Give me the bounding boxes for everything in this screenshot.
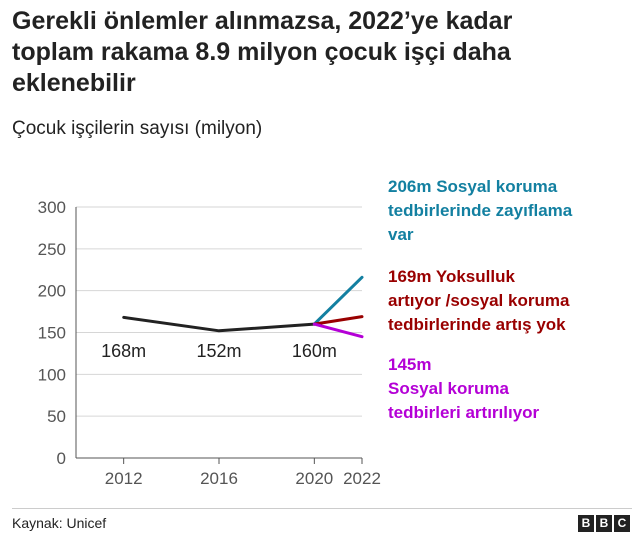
annotation-line: tedbirlerinde zayıflama [388,201,573,220]
chart-subtitle: Çocuk işçilerin sayısı (milyon) [12,118,263,139]
chart-title: Gerekli önlemler alınmazsa, 2022’ye kada… [12,6,612,99]
source-note: Kaynak: Unicef [12,515,107,531]
y-tick-label: 200 [38,282,66,301]
x-tick-label: 2016 [200,469,238,488]
logo-letter: B [578,515,594,532]
x-tick-label: 2022 [343,469,381,488]
y-tick-label: 100 [38,365,66,384]
title-line: eklenebilir [12,69,136,97]
title-line: Gerekli önlemler alınmazsa, 2022’ye kada… [12,7,513,35]
y-tick-label: 300 [38,198,66,217]
annotation-increased: 145m Sosyal koruma tedbirleri artırılıyo… [388,353,638,425]
data-label: 160m [292,341,337,361]
footer-divider [12,508,632,509]
annotation-line: 206m Sosyal koruma [388,177,558,196]
annotation-line: var [388,225,414,244]
y-tick-label: 150 [38,324,66,343]
annotation-line: tedbirleri artırılıyor [388,403,540,422]
series-line-increased [312,322,364,339]
annotation-weakened: 206m Sosyal koruma tedbirlerinde zayıfla… [388,175,638,247]
series-line-no-increase [312,315,364,326]
series-line-history [122,315,316,333]
series-line-weakened [312,275,364,326]
x-tick-label: 2012 [105,469,143,488]
annotation-line: tedbirlerinde artış yok [388,315,566,334]
annotation-line: artıyor /sosyal koruma [388,291,570,310]
annotation-no-increase: 169m Yoksulluk artıyor /sosyal koruma te… [388,265,638,337]
annotation-line: 145m [388,355,432,374]
annotation-line: 169m Yoksulluk [388,267,515,286]
title-line: toplam rakama 8.9 milyon çocuk işçi daha [12,38,511,66]
annotation-line: Sosyal koruma [388,379,509,398]
y-tick-label: 50 [47,407,66,426]
data-label: 152m [196,341,241,361]
logo-letter: C [614,515,630,532]
data-label: 168m [101,341,146,361]
y-tick-label: 250 [38,240,66,259]
x-tick-label: 2020 [295,469,333,488]
logo-letter: B [596,515,612,532]
bbc-logo: B B C [578,515,630,532]
y-tick-label: 0 [57,449,66,468]
